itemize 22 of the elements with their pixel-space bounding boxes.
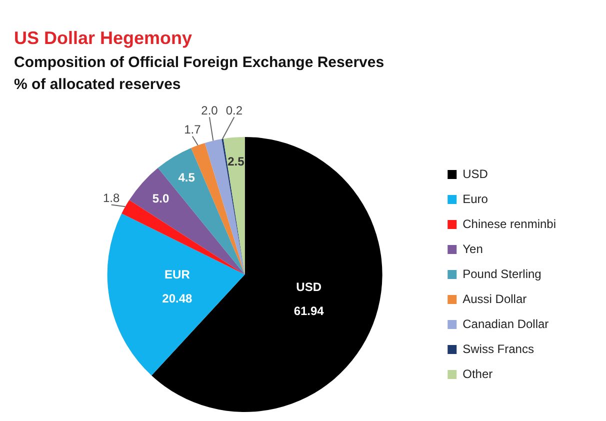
- legend-label: Pound Sterling: [462, 266, 542, 281]
- data-label: 20.48: [162, 291, 193, 306]
- data-label: 2.5: [228, 154, 245, 168]
- text: EUR: [164, 267, 190, 282]
- legend-label: USD: [462, 166, 488, 181]
- chart-subtitle: Composition of Official Foreign Exchange Reserves % of allocated reserves: [14, 53, 384, 95]
- data-label: 1.7: [184, 122, 202, 137]
- data-label: 61.94: [294, 304, 324, 318]
- chart-title: US Dollar Hegemony: [14, 28, 192, 49]
- legend-label: Swiss Francs: [462, 342, 534, 356]
- data-label: 0.2: [226, 103, 243, 118]
- legend-label: Euro: [462, 192, 488, 206]
- data-label: 2.0: [201, 103, 218, 118]
- legend-label: Chinese renminbi: [462, 216, 556, 231]
- data-label: 4.5: [178, 170, 196, 184]
- legend-label: Aussi Dollar: [462, 292, 527, 306]
- slice-label: USD: [296, 280, 322, 294]
- legend-label: Yen: [462, 242, 483, 256]
- data-label: 1.8: [102, 191, 120, 206]
- data-label: 5.0: [152, 192, 170, 206]
- legend-label: Canadian Dollar: [462, 316, 549, 331]
- legend-label: Other: [462, 366, 493, 381]
